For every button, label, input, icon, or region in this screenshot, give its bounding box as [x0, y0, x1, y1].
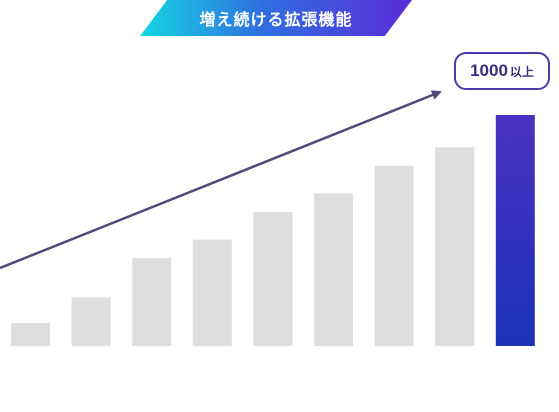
- bar: [374, 165, 414, 346]
- banner-title: 増え続ける拡張機能: [199, 10, 353, 29]
- badge-suffix: 以上: [509, 64, 534, 79]
- bars-group: [11, 115, 535, 346]
- bar: [192, 239, 232, 346]
- banner: 増え続ける拡張機能: [140, 0, 412, 36]
- bar: [71, 297, 111, 346]
- badge-value: 1000: [470, 61, 508, 80]
- bar: [11, 322, 50, 346]
- trend-arrow: [0, 90, 442, 270]
- bar: [253, 212, 293, 346]
- bar-highlight: [495, 115, 535, 346]
- bar: [314, 193, 353, 346]
- bar: [435, 147, 475, 346]
- bar: [132, 258, 172, 346]
- count-badge: 1000 以上: [454, 52, 550, 90]
